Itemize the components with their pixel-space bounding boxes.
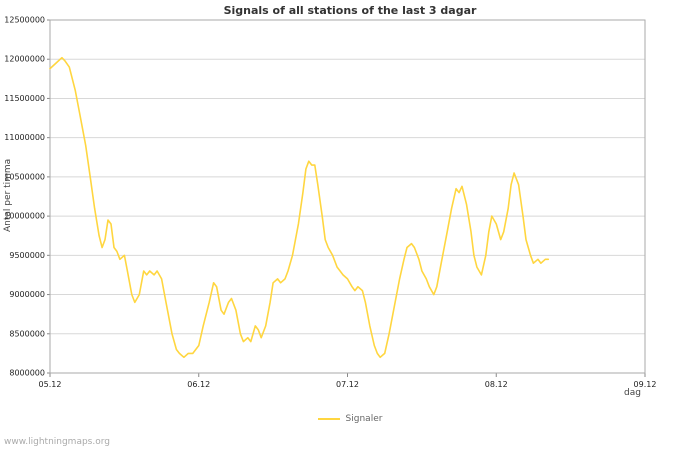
- svg-text:07.12: 07.12: [336, 380, 359, 389]
- legend-series-label: Signaler: [345, 414, 383, 424]
- svg-text:09.12: 09.12: [634, 380, 657, 389]
- y-axis-label: Antal per timma: [3, 158, 13, 232]
- svg-text:05.12: 05.12: [39, 380, 62, 389]
- svg-text:10000000: 10000000: [4, 212, 45, 221]
- svg-text:06.12: 06.12: [187, 380, 210, 389]
- svg-text:8000000: 8000000: [9, 369, 45, 378]
- legend-line-swatch: [317, 418, 340, 420]
- svg-text:08.12: 08.12: [485, 380, 508, 389]
- watermark-text: www.lightningmaps.org: [4, 437, 110, 447]
- svg-text:12000000: 12000000: [4, 55, 45, 64]
- svg-text:8500000: 8500000: [9, 329, 45, 338]
- svg-text:9000000: 9000000: [9, 290, 45, 299]
- legend: Signaler: [0, 414, 700, 424]
- x-axis-label: dag: [624, 388, 641, 398]
- svg-text:11000000: 11000000: [4, 133, 45, 142]
- svg-text:10500000: 10500000: [4, 172, 45, 181]
- svg-text:11500000: 11500000: [4, 94, 45, 103]
- svg-text:12500000: 12500000: [4, 16, 45, 25]
- svg-text:9500000: 9500000: [9, 251, 45, 260]
- chart-title: Signals of all stations of the last 3 da…: [223, 4, 477, 17]
